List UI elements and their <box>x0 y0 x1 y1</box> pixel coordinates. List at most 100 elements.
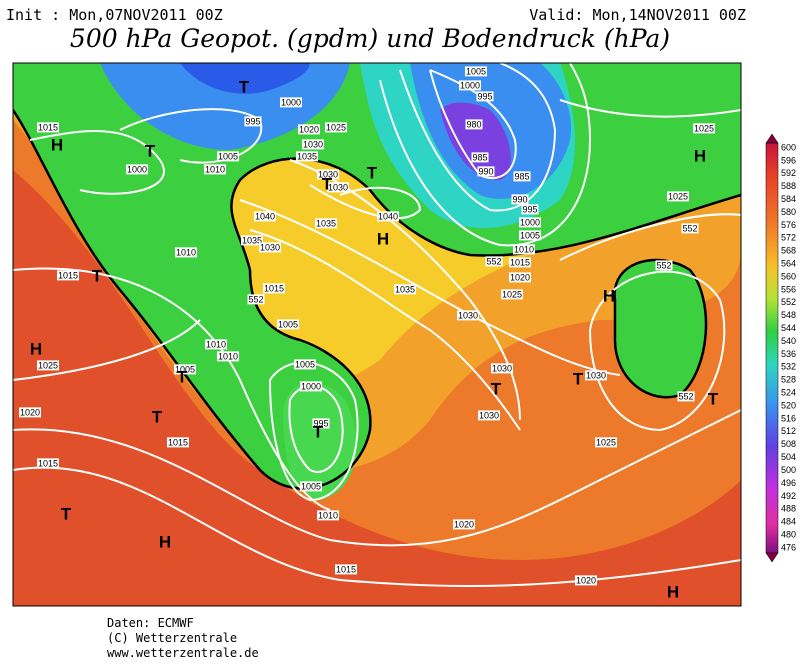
isobar-label: 1015 <box>336 564 356 574</box>
isobar-label-bg <box>518 217 542 228</box>
isobar-label: 980 <box>466 119 481 129</box>
isobar-label-bg <box>216 151 240 162</box>
colorbar-label: 484 <box>781 517 796 527</box>
isobar-label-bg <box>56 270 80 281</box>
isobar-label: 1005 <box>301 481 321 491</box>
isobar-label-bg <box>174 247 198 258</box>
isobar-label-bg <box>477 166 495 177</box>
isobar-label: 1040 <box>378 211 398 221</box>
isobar-label-bg <box>334 564 358 575</box>
isobar-label: 985 <box>514 171 529 181</box>
isobar-label-bg <box>326 182 350 193</box>
isobar-label-bg <box>262 283 286 294</box>
colorbar-label: 504 <box>781 452 796 462</box>
isobar-label-bg <box>125 164 149 175</box>
init-time: Init : Mon,07NOV2011 00Z <box>6 6 223 24</box>
isobar-label: 552 <box>248 294 263 304</box>
colorbar-label: 496 <box>781 478 796 488</box>
isobar-label: 1030 <box>260 242 280 252</box>
isobar-label: 1010 <box>318 510 338 520</box>
colorbar-label: 540 <box>781 336 796 346</box>
colorbar-label: 568 <box>781 246 796 256</box>
isobar-label: 1030 <box>479 410 499 420</box>
isobar-label-bg <box>508 257 532 268</box>
colorbar-label: 584 <box>781 194 796 204</box>
colorbar-label: 536 <box>781 349 796 359</box>
isobar-label: 1025 <box>38 360 58 370</box>
colorbar-label: 492 <box>781 491 796 501</box>
isobar-label-bg <box>500 289 524 300</box>
isobar-label-bg <box>173 364 197 375</box>
isobar-label: 1005 <box>466 66 486 76</box>
isobar-label-bg <box>485 256 503 267</box>
isobar-label: 1015 <box>38 458 58 468</box>
isobar-label: 1000 <box>460 80 480 90</box>
isobar-label-bg <box>655 260 673 271</box>
pressure-center: H <box>30 339 42 358</box>
isobar-label: 1025 <box>596 437 616 447</box>
colorbar-label: 572 <box>781 233 796 243</box>
isobar-label-bg <box>316 169 340 180</box>
isobar-label-bg <box>301 139 325 150</box>
isobar-label-bg <box>452 519 476 530</box>
isobar-label: 1015 <box>264 283 284 293</box>
pressure-center: H <box>667 582 679 601</box>
isobar-label-bg <box>681 223 699 234</box>
colorbar-label: 552 <box>781 297 796 307</box>
isobar-label: 1035 <box>297 151 317 161</box>
isobar-label: 1010 <box>205 164 225 174</box>
isobar-label-bg <box>293 359 317 370</box>
isobar-label: 1010 <box>206 339 226 349</box>
pressure-center: T <box>573 369 584 388</box>
isobar-label-bg <box>253 211 277 222</box>
colorbar-label: 508 <box>781 439 796 449</box>
isobar-label: 995 <box>477 91 492 101</box>
isobar-label-bg <box>299 381 323 392</box>
isobar-label: 995 <box>245 116 260 126</box>
colorbar-label: 480 <box>781 529 796 539</box>
isobar-label: 1015 <box>168 437 188 447</box>
isobar-label: 1030 <box>492 363 512 373</box>
isobar-label-bg <box>692 123 716 134</box>
isobar-label-bg <box>456 310 480 321</box>
map-frame <box>12 62 742 607</box>
isobar-label: 1020 <box>454 519 474 529</box>
isobar-label: 990 <box>512 194 527 204</box>
isobar-label-bg <box>295 151 319 162</box>
pressure-center: T <box>313 422 324 441</box>
isobar-label: 990 <box>478 166 493 176</box>
pressure-center: T <box>61 504 72 523</box>
pressure-center: T <box>708 389 719 408</box>
isobar-label: 1030 <box>586 370 606 380</box>
isobar-label-bg <box>666 191 690 202</box>
isobar-label-bg <box>240 235 264 246</box>
pressure-center: T <box>367 163 378 182</box>
isobar-label: 1010 <box>176 247 196 257</box>
pressure-center: T <box>92 266 103 285</box>
isobar-label: 552 <box>682 223 697 233</box>
pressure-center: H <box>159 532 171 551</box>
colorbar-label: 476 <box>781 542 796 552</box>
pressure-center: T <box>152 407 163 426</box>
isobar-label-bg <box>594 437 618 448</box>
isobar-label: 1000 <box>127 164 147 174</box>
colorbar-label: 516 <box>781 413 796 423</box>
isobar-label-bg <box>18 407 42 418</box>
isobar-label-bg <box>297 124 321 135</box>
isobar-label: 1000 <box>301 381 321 391</box>
isobar-label: 552 <box>656 260 671 270</box>
isobar-label: 1005 <box>218 151 238 161</box>
pressure-center: H <box>377 229 389 248</box>
isobar-label-bg <box>508 272 532 283</box>
isobar-label-bg <box>512 244 536 255</box>
colorbar-label: 528 <box>781 375 796 385</box>
credit-source: Daten: ECMWF <box>107 616 194 630</box>
isobar-label: 1030 <box>318 169 338 179</box>
colorbar-label: 544 <box>781 323 796 333</box>
isobar-label-bg <box>584 370 608 381</box>
colorbar-label: 488 <box>781 504 796 514</box>
colorbar-label: 596 <box>781 155 796 165</box>
pressure-center: H <box>51 135 63 154</box>
